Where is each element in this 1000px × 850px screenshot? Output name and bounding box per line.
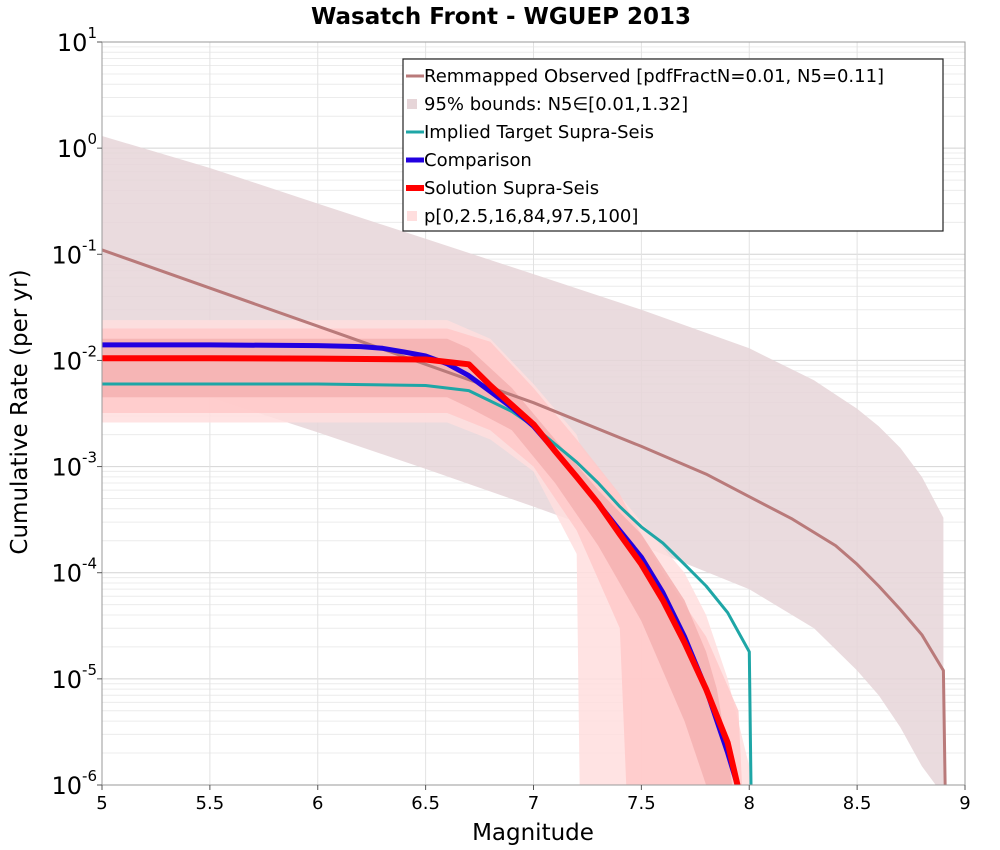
- y-tick-label: 10-6: [51, 767, 97, 800]
- y-tick-label: 10-1: [51, 236, 97, 269]
- x-axis-label: Magnitude: [472, 820, 594, 846]
- y-tick-label: 101: [57, 24, 97, 57]
- legend-box: [402, 58, 944, 232]
- y-tick-label: 10-2: [51, 342, 97, 375]
- x-tick-label: 9: [959, 793, 970, 814]
- legend-label: Solution Supra-Seis: [424, 178, 599, 199]
- legend: Remmapped Observed [pdfFractN=0.01, N5=0…: [402, 58, 944, 232]
- x-tick-label: 7.5: [627, 793, 656, 814]
- x-tick-label: 6.5: [411, 793, 440, 814]
- y-axis-ticks: 101 100 10-1 10-2 10-3 10-4 10-5 10-6: [51, 24, 102, 800]
- legend-label: Implied Target Supra-Seis: [424, 122, 654, 143]
- x-tick-label: 5.5: [196, 793, 225, 814]
- y-tick-label: 10-5: [51, 661, 97, 694]
- legend-label: Remmapped Observed [pdfFractN=0.01, N5=0…: [424, 66, 884, 87]
- x-tick-label: 6: [312, 793, 323, 814]
- legend-label: Comparison: [424, 150, 532, 171]
- x-tick-label: 7: [528, 793, 539, 814]
- series-line-3: [102, 355, 741, 785]
- legend-swatch-patch: [407, 211, 417, 221]
- y-tick-label: 100: [57, 130, 97, 163]
- legend-label: 95% bounds: N5∈[0.01,1.32]: [424, 94, 688, 115]
- x-axis-ticks: 5 5.5 6 6.5 7 7.5 8 8.5 9: [96, 785, 971, 814]
- legend-label: p[0,2.5,16,84,97.5,100]: [424, 206, 638, 227]
- series-line-1: [102, 382, 753, 785]
- x-tick-label: 8: [744, 793, 755, 814]
- y-tick-label: 10-4: [51, 555, 97, 588]
- chart-title: Wasatch Front - WGUEP 2013: [311, 4, 691, 30]
- x-tick-label: 8.5: [843, 793, 872, 814]
- legend-swatch-patch: [407, 99, 417, 109]
- band-1: [102, 320, 750, 785]
- x-tick-label: 5: [96, 793, 107, 814]
- y-axis-label: Cumulative Rate (per yr): [7, 269, 33, 554]
- y-tick-label: 10-3: [51, 449, 97, 482]
- series-lines: [102, 248, 947, 785]
